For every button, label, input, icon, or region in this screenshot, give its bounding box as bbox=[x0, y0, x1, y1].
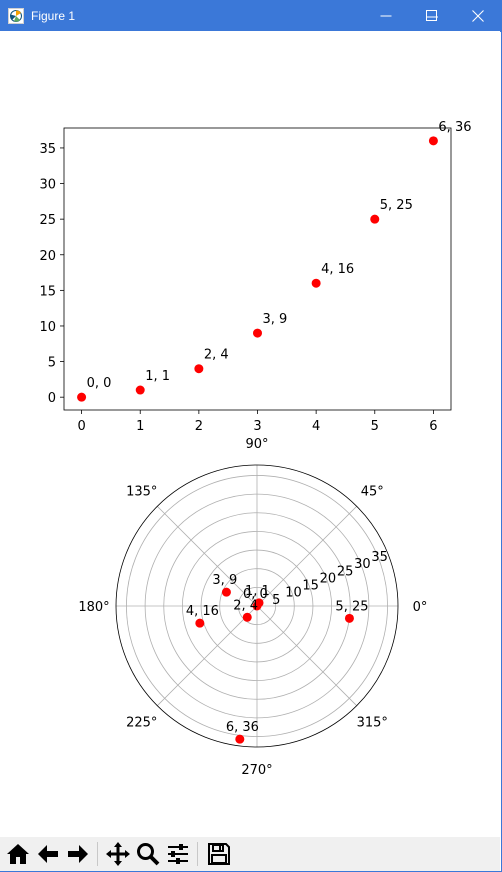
radial-tick-label: 35 bbox=[371, 550, 388, 565]
zoom-icon bbox=[137, 843, 160, 866]
point-annotation: 6, 36 bbox=[438, 120, 471, 135]
y-tick-label: 25 bbox=[39, 213, 56, 228]
data-point bbox=[311, 278, 321, 288]
point-annotation: 1, 1 bbox=[145, 369, 170, 384]
axes-frame bbox=[63, 127, 452, 411]
figure-canvas[interactable]: 0 1 2 3 4 5 6 0 5 10 15 20 25 30 35 0, 0 1, 1 2, 4 3, 9 4, … bbox=[0, 31, 500, 837]
toolbar-separator bbox=[97, 842, 98, 866]
angle-tick-label: 180° bbox=[78, 600, 109, 615]
polar-point-annotation: 3, 9 bbox=[212, 573, 237, 588]
angular-gridline bbox=[157, 506, 258, 607]
zoom-button[interactable] bbox=[134, 840, 162, 868]
polar-point-annotation: 0, 0 bbox=[243, 587, 268, 602]
point-annotation: 5, 25 bbox=[380, 198, 413, 213]
angle-tick-label: 135° bbox=[126, 485, 157, 500]
radial-tick-label: 30 bbox=[354, 557, 371, 572]
maximize-icon bbox=[426, 10, 437, 21]
polar-point-annotation: 1, 1 bbox=[245, 584, 270, 599]
minimize-icon bbox=[380, 15, 392, 17]
y-tick-label: 10 bbox=[39, 320, 56, 335]
data-point bbox=[194, 364, 204, 374]
x-tick-label: 3 bbox=[253, 419, 261, 434]
y-tick-label: 15 bbox=[39, 284, 56, 299]
data-point bbox=[428, 136, 438, 146]
x-tick-label: 6 bbox=[429, 419, 437, 434]
radial-tick-label: 20 bbox=[320, 571, 337, 586]
save-button[interactable] bbox=[205, 840, 233, 868]
polar-point-annotation: 4, 16 bbox=[186, 604, 219, 619]
data-point bbox=[77, 392, 87, 402]
polar-point-annotation: 5, 25 bbox=[335, 599, 368, 614]
angle-tick-label: 45° bbox=[361, 485, 384, 500]
polar-data-point bbox=[195, 618, 205, 628]
title-bar[interactable]: Figure 1 bbox=[1, 1, 501, 32]
polar-data-point bbox=[242, 612, 252, 622]
forward-icon bbox=[68, 845, 88, 863]
polar-data-point bbox=[221, 587, 231, 597]
y-tick-label: 5 bbox=[48, 356, 56, 371]
radial-tick-label: 25 bbox=[337, 564, 354, 579]
navigation-toolbar bbox=[0, 837, 500, 871]
home-icon bbox=[7, 844, 29, 864]
polar-data-point bbox=[254, 598, 264, 608]
polar-frame bbox=[115, 464, 399, 748]
angle-tick-label: 315° bbox=[357, 715, 388, 730]
point-annotation: 4, 16 bbox=[321, 262, 354, 277]
home-button[interactable] bbox=[4, 840, 32, 868]
y-tick-label: 20 bbox=[39, 249, 56, 264]
polar-point-annotation: 2, 4 bbox=[233, 598, 258, 613]
angle-tick-label: 90° bbox=[245, 437, 268, 452]
point-annotation: 3, 9 bbox=[263, 312, 288, 327]
pan-icon bbox=[106, 842, 130, 866]
close-button[interactable] bbox=[458, 0, 498, 31]
angular-gridline bbox=[157, 605, 258, 706]
close-icon bbox=[472, 10, 484, 22]
x-tick-label: 0 bbox=[77, 419, 85, 434]
configure-subplots-icon bbox=[168, 844, 188, 864]
back-button[interactable] bbox=[34, 840, 62, 868]
back-icon bbox=[38, 845, 58, 863]
toolbar-separator bbox=[197, 842, 198, 866]
x-tick-label: 4 bbox=[312, 419, 320, 434]
maximize-button[interactable] bbox=[412, 0, 452, 31]
x-tick-label: 2 bbox=[195, 419, 203, 434]
radial-tick-label: 5 bbox=[272, 593, 280, 608]
matplotlib-icon bbox=[8, 8, 24, 24]
polar-point-annotation: 6, 36 bbox=[226, 720, 259, 735]
configure-subplots-button[interactable] bbox=[164, 840, 192, 868]
angle-tick-label: 225° bbox=[126, 715, 157, 730]
minimize-button[interactable] bbox=[366, 0, 406, 31]
point-annotation: 2, 4 bbox=[204, 348, 229, 363]
x-tick-label: 5 bbox=[371, 419, 379, 434]
window-title: Figure 1 bbox=[31, 9, 76, 23]
y-tick-label: 30 bbox=[39, 178, 56, 193]
angular-gridline bbox=[256, 506, 357, 607]
polar-data-point bbox=[344, 613, 354, 623]
radial-tick-label: 10 bbox=[285, 586, 302, 601]
point-annotation: 0, 0 bbox=[87, 376, 112, 391]
polar-data-point bbox=[235, 734, 245, 744]
angle-tick-label: 0° bbox=[413, 600, 428, 615]
data-point bbox=[370, 214, 380, 224]
y-tick-label: 0 bbox=[48, 391, 56, 406]
radial-tick-label: 15 bbox=[302, 579, 319, 594]
y-tick-label: 35 bbox=[39, 142, 56, 157]
data-point bbox=[135, 385, 145, 395]
data-point bbox=[253, 328, 262, 338]
forward-button[interactable] bbox=[64, 840, 92, 868]
save-icon bbox=[208, 843, 230, 865]
pan-button[interactable] bbox=[104, 840, 132, 868]
angle-tick-label: 270° bbox=[241, 763, 272, 778]
x-tick-label: 1 bbox=[136, 419, 144, 434]
angular-gridline bbox=[256, 605, 357, 706]
